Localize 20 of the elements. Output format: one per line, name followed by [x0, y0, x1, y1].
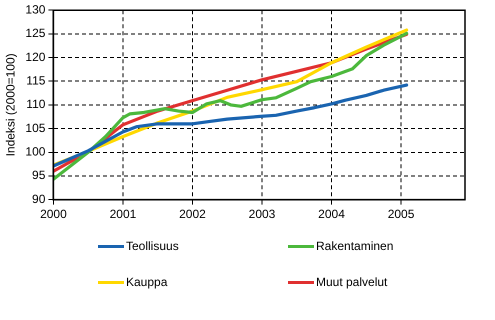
legend-label: Rakentaminen	[316, 239, 394, 253]
y-axis-title: Indeksi (2000=100)	[4, 53, 18, 156]
y-tick-label: 100	[25, 144, 46, 159]
legend-label: Kauppa	[126, 275, 168, 289]
y-tick-label: 110	[26, 97, 46, 112]
y-tick-label: 90	[32, 192, 46, 206]
x-tick-label: 2002	[179, 207, 206, 222]
x-tick-label: 2000	[40, 207, 68, 222]
y-tick-label: 105	[25, 120, 46, 135]
x-tick-label: 2005	[388, 207, 415, 222]
x-tick-label: 2004	[318, 207, 346, 222]
x-tick-label: 2003	[248, 207, 276, 222]
y-tick-label: 95	[32, 168, 46, 182]
x-tick-label: 2001	[110, 207, 137, 222]
y-tick-label: 115	[26, 74, 46, 88]
legend-label: Teollisuus	[126, 239, 179, 253]
y-tick-label: 125	[25, 26, 46, 40]
legend-label: Muut palvelut	[316, 275, 388, 289]
y-tick-label: 130	[25, 2, 46, 17]
y-tick-label: 120	[25, 50, 46, 64]
